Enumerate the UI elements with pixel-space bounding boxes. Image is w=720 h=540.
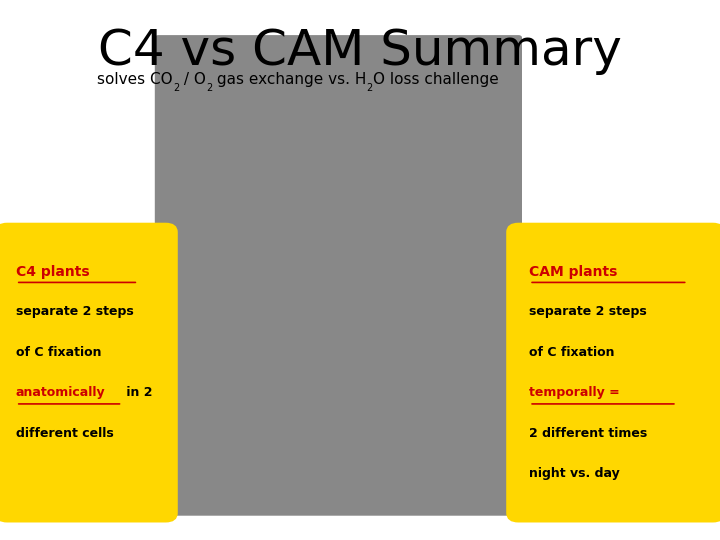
Text: of C fixation: of C fixation (529, 346, 615, 359)
Text: C4 vs CAM Summary: C4 vs CAM Summary (98, 27, 622, 75)
Text: / O: / O (179, 72, 206, 87)
Text: gas exchange vs. H: gas exchange vs. H (212, 72, 366, 87)
Text: solves CO: solves CO (97, 72, 173, 87)
Text: O loss challenge: O loss challenge (373, 72, 498, 87)
Text: in 2: in 2 (122, 386, 153, 399)
FancyBboxPatch shape (155, 35, 522, 516)
Text: separate 2 steps: separate 2 steps (16, 305, 134, 318)
Text: C4 plants: C4 plants (16, 265, 89, 279)
Text: of C fixation: of C fixation (16, 346, 102, 359)
FancyBboxPatch shape (0, 224, 176, 521)
Text: night vs. day: night vs. day (529, 467, 620, 480)
Text: CAM plants: CAM plants (529, 265, 618, 279)
FancyBboxPatch shape (508, 224, 720, 521)
Text: 2: 2 (366, 83, 373, 93)
Text: 2: 2 (206, 83, 212, 93)
Text: temporally =: temporally = (529, 386, 620, 399)
Text: different cells: different cells (16, 427, 114, 440)
Text: separate 2 steps: separate 2 steps (529, 305, 647, 318)
Text: anatomically: anatomically (16, 386, 105, 399)
Text: 2 different times: 2 different times (529, 427, 647, 440)
Text: 2: 2 (173, 83, 179, 93)
